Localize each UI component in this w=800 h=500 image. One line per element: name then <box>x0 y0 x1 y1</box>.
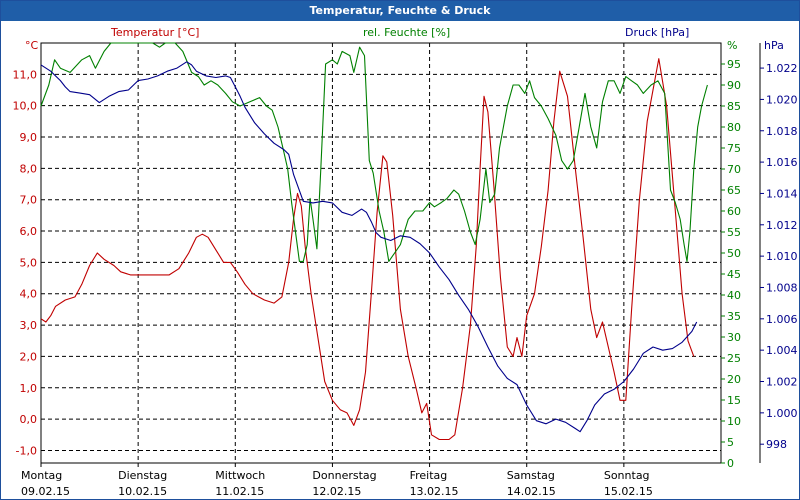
humidity-axis-title: rel. Feuchte [%] <box>363 26 450 39</box>
x-axis-labels: Montag 09.02.15 Dienstag 10.02.15 Mittwoch 11… <box>21 463 653 498</box>
humidity-tick: 10 <box>727 415 741 428</box>
pressure-tick: 1.006 <box>766 313 798 326</box>
temperature-tick: 3,0 <box>20 319 38 332</box>
temperature-tick: 5,0 <box>20 256 38 269</box>
pressure-tick: 1.022 <box>766 62 798 75</box>
pressure-tick: 1.004 <box>766 344 798 357</box>
humidity-tick: 50 <box>727 247 741 260</box>
humidity-tick: 40 <box>727 289 741 302</box>
pressure-tick: 1.000 <box>766 407 798 420</box>
x-label-day: Montag <box>21 469 62 482</box>
chart-title: Temperatur, Feuchte & Druck <box>1 1 799 21</box>
humidity-tick: 25 <box>727 352 741 365</box>
pressure-tick: 1.018 <box>766 125 798 138</box>
chart-canvas: °C Temperatur [°C] % rel. Feuchte [%] hP… <box>13 26 798 498</box>
temperature-line <box>40 58 695 441</box>
temperature-tick: 0,0 <box>20 413 38 426</box>
humidity-tick: 45 <box>727 268 741 281</box>
pressure-tick: 1.010 <box>766 250 798 263</box>
temperature-tick: 7,0 <box>20 194 38 207</box>
humidity-tick: 20 <box>727 373 741 386</box>
temperature-tick: 4,0 <box>20 288 38 301</box>
pressure-unit-label: hPa <box>764 39 784 52</box>
humidity-tick: 65 <box>727 184 741 197</box>
humidity-axis: % rel. Feuchte [%] <box>363 26 737 52</box>
pressure-tick: 1.012 <box>766 219 798 232</box>
x-label-date: 14.02.15 <box>507 485 556 498</box>
x-label-day: Mittwoch <box>215 469 265 482</box>
temperature-unit-label: °C <box>25 39 39 52</box>
tick-labels: 11,0 10,0 9,0 8,0 7,0 6,0 5,0 4,0 3,0 2,0 1,0 0,0 -1… <box>13 43 798 470</box>
temperature-tick: 2,0 <box>20 350 38 363</box>
humidity-tick: 80 <box>727 121 741 134</box>
pressure-tick: 1.008 <box>766 281 798 294</box>
humidity-tick: 35 <box>727 310 741 323</box>
x-label-day: Samstag <box>507 469 555 482</box>
temperature-tick: 10,0 <box>13 100 38 113</box>
humidity-tick: 55 <box>727 226 741 239</box>
humidity-tick: 30 <box>727 331 741 344</box>
x-label-day: Donnerstag <box>312 469 376 482</box>
humidity-tick: 0 <box>727 457 734 470</box>
grid <box>41 43 721 463</box>
pressure-tick: 1.020 <box>766 93 798 106</box>
humidity-tick: 60 <box>727 205 741 218</box>
temperature-tick: 6,0 <box>20 225 38 238</box>
temperature-axis-title: Temperatur [°C] <box>110 26 199 39</box>
series-lines <box>40 42 708 441</box>
pressure-axis: hPa Druck [hPa] <box>625 26 784 52</box>
temperature-tick: -1,0 <box>16 444 37 457</box>
x-label-date: 10.02.15 <box>118 485 167 498</box>
x-label-day: Sonntag <box>604 469 650 482</box>
x-label-date: 09.02.15 <box>21 485 70 498</box>
humidity-tick: 15 <box>727 394 741 407</box>
temperature-tick: 8,0 <box>20 162 38 175</box>
temperature-tick: 9,0 <box>20 131 38 144</box>
x-label-day: Freitag <box>410 469 448 482</box>
temperature-axis: °C Temperatur [°C] <box>25 26 199 52</box>
pressure-tick: 1.002 <box>766 376 798 389</box>
pressure-tick: 998 <box>766 438 787 451</box>
temperature-tick: 11,0 <box>13 68 38 81</box>
humidity-tick: 95 <box>727 58 741 71</box>
pressure-axis-title: Druck [hPa] <box>625 26 689 39</box>
humidity-tick: 75 <box>727 142 741 155</box>
humidity-line <box>40 42 708 262</box>
humidity-tick: 5 <box>727 436 734 449</box>
humidity-tick: 85 <box>727 100 741 113</box>
x-label-date: 11.02.15 <box>215 485 264 498</box>
pressure-tick: 1.016 <box>766 156 798 169</box>
x-label-date: 12.02.15 <box>312 485 361 498</box>
pressure-line <box>40 61 698 433</box>
humidity-unit-label: % <box>727 39 737 52</box>
humidity-tick: 70 <box>727 163 741 176</box>
pressure-tick: 1.014 <box>766 187 798 200</box>
x-label-day: Dienstag <box>118 469 167 482</box>
temperature-tick: 1,0 <box>20 382 38 395</box>
humidity-tick: 90 <box>727 79 741 92</box>
x-label-date: 13.02.15 <box>410 485 459 498</box>
x-label-date: 15.02.15 <box>604 485 653 498</box>
